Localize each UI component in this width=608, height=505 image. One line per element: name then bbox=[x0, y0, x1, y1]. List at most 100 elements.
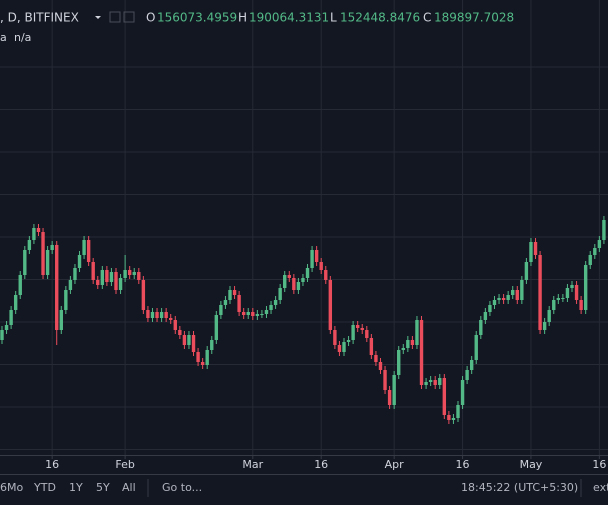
candle-body bbox=[583, 265, 588, 310]
candle-body bbox=[283, 275, 287, 288]
candle-body bbox=[86, 240, 91, 262]
candle-body bbox=[246, 312, 250, 315]
candle-body bbox=[506, 295, 510, 300]
candle-body bbox=[533, 242, 538, 255]
candle-body bbox=[191, 335, 196, 352]
candle-body bbox=[287, 275, 291, 278]
x-tick-label: 16 bbox=[45, 458, 59, 471]
candle-body bbox=[310, 250, 314, 268]
candle-body bbox=[114, 272, 118, 290]
candle-body bbox=[205, 350, 209, 365]
candle-body bbox=[82, 240, 86, 255]
candle-body bbox=[469, 360, 474, 370]
c-label: C bbox=[423, 11, 431, 25]
candle-body bbox=[465, 370, 469, 380]
goto-button[interactable]: Go to... bbox=[162, 481, 202, 494]
eye-icon[interactable] bbox=[109, 11, 121, 23]
candle-body bbox=[223, 300, 228, 305]
candle-body bbox=[524, 262, 529, 280]
candle-body bbox=[542, 322, 547, 330]
candle-body bbox=[251, 312, 255, 316]
candle-body bbox=[55, 245, 59, 330]
settings-icon[interactable] bbox=[123, 11, 135, 23]
candle-body bbox=[529, 242, 533, 262]
candle-body bbox=[100, 270, 105, 285]
candle-body bbox=[214, 315, 219, 340]
range-button[interactable]: YTD bbox=[33, 481, 56, 494]
candle-body bbox=[50, 245, 54, 250]
x-tick-label: Apr bbox=[385, 458, 405, 471]
candle-body bbox=[228, 290, 232, 300]
candle-body bbox=[196, 352, 200, 362]
candle-body bbox=[346, 340, 351, 342]
candle-body bbox=[428, 380, 433, 382]
candle-body bbox=[365, 330, 369, 338]
candle-body bbox=[424, 382, 428, 385]
candle-body bbox=[141, 280, 146, 310]
candle-body bbox=[200, 362, 205, 365]
candle-body bbox=[73, 268, 77, 280]
candle-body bbox=[319, 262, 323, 270]
l-label: L bbox=[330, 11, 337, 25]
candle-body bbox=[169, 318, 173, 320]
candle-body bbox=[18, 275, 22, 295]
x-tick-label: 16 bbox=[314, 458, 328, 471]
candle-body bbox=[132, 272, 136, 275]
candle-body bbox=[565, 288, 570, 298]
candle-body bbox=[593, 248, 597, 255]
candle-body bbox=[438, 378, 442, 385]
candle-body bbox=[401, 348, 405, 350]
candle-body bbox=[383, 370, 387, 390]
candle-body bbox=[406, 340, 410, 348]
h-label: H bbox=[238, 11, 247, 25]
candle-body bbox=[360, 328, 364, 330]
candle-body bbox=[392, 375, 396, 405]
close-value: 189897.7028 bbox=[434, 11, 514, 25]
candle-body bbox=[538, 255, 542, 330]
candle-body bbox=[520, 280, 524, 300]
range-button[interactable]: 6Mo bbox=[0, 481, 23, 494]
candle-body bbox=[451, 418, 456, 420]
ext-button[interactable]: ext bbox=[593, 481, 608, 494]
range-button[interactable]: 5Y bbox=[96, 481, 110, 494]
candle-body bbox=[333, 330, 337, 345]
dropdown-arrow[interactable] bbox=[95, 16, 101, 19]
candle-body bbox=[64, 290, 68, 310]
candle-body bbox=[68, 280, 73, 290]
candle-body bbox=[351, 325, 355, 340]
candle-body bbox=[241, 312, 246, 315]
candle-body bbox=[497, 298, 501, 300]
candle-body bbox=[342, 342, 346, 352]
candle-body bbox=[597, 240, 602, 248]
range-button[interactable]: 1Y bbox=[69, 481, 83, 494]
clock: 18:45:22 (UTC+5:30) bbox=[461, 481, 578, 494]
candle-body bbox=[146, 310, 150, 318]
candle-body bbox=[460, 380, 465, 405]
symbol: , D, BITFINEX bbox=[0, 11, 79, 25]
candle-body bbox=[159, 312, 164, 318]
candle-body bbox=[269, 305, 273, 310]
candle-body bbox=[305, 268, 310, 278]
candle-body bbox=[561, 298, 565, 299]
candle-body bbox=[264, 310, 269, 314]
candle-body bbox=[4, 325, 9, 330]
candle-body bbox=[173, 320, 177, 330]
candle-body bbox=[45, 250, 50, 275]
candle-body bbox=[552, 300, 556, 310]
candle-body bbox=[182, 335, 187, 345]
candle-body bbox=[301, 278, 305, 282]
candle-body bbox=[588, 255, 592, 265]
candle-body bbox=[547, 310, 551, 322]
candle-body bbox=[0, 330, 4, 340]
candle-body bbox=[488, 305, 492, 312]
candle-body bbox=[442, 378, 447, 415]
candle-body bbox=[483, 312, 488, 320]
candle-body bbox=[210, 340, 214, 350]
candle-body bbox=[118, 278, 123, 290]
candle-body bbox=[150, 312, 155, 318]
time-axis: 16 Feb Mar 16 Apr 16 May 16 bbox=[45, 455, 606, 471]
range-button[interactable]: All bbox=[122, 481, 136, 494]
candle-body bbox=[378, 362, 383, 370]
candle-body bbox=[574, 285, 579, 300]
